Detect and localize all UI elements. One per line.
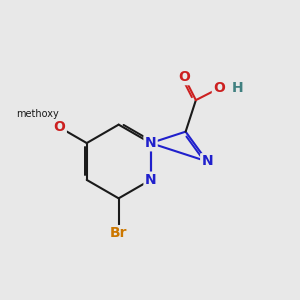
Text: Br: Br [110,226,128,240]
Text: O: O [54,120,65,134]
Text: methoxy: methoxy [16,110,58,119]
Text: O: O [178,70,190,84]
Text: N: N [145,173,156,187]
Text: N: N [202,154,213,169]
Text: O: O [213,81,225,95]
Text: H: H [232,81,244,95]
Text: N: N [145,136,156,150]
